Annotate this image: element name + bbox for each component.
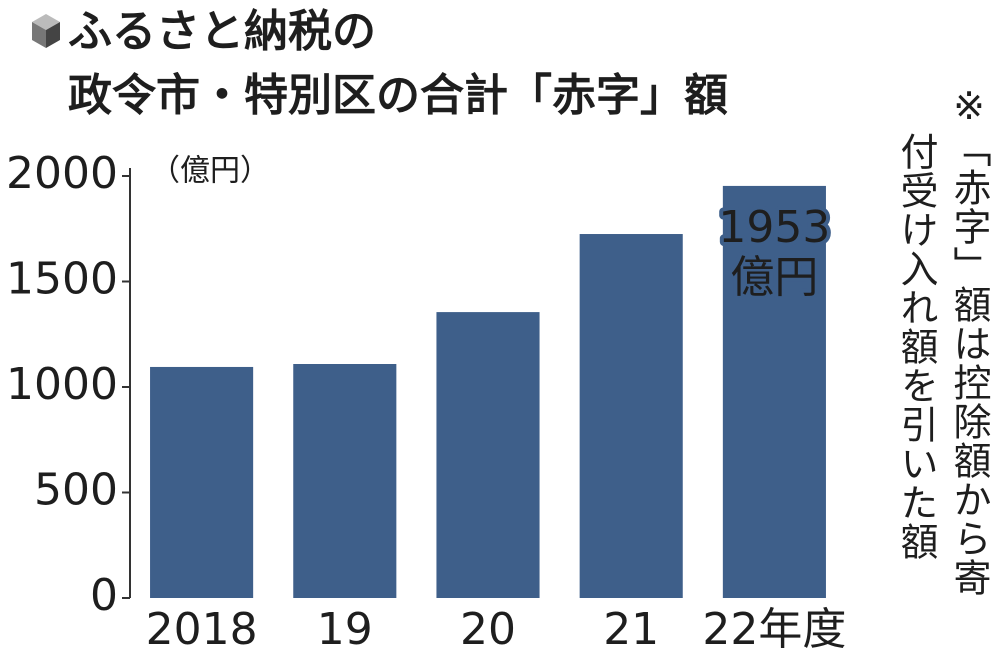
x-tick-label: 22年度: [702, 604, 846, 655]
unit-label: （億円）: [150, 154, 270, 189]
x-tick-label: 20: [460, 604, 516, 655]
y-tick-label: 0: [90, 570, 118, 621]
note: ※「赤字」額は控除額から寄: [947, 84, 991, 597]
x-tick-label: 2018: [146, 604, 258, 655]
y-tick-label: 500: [34, 465, 118, 516]
x-tick-label: 19: [317, 604, 373, 655]
note: 付受け入れ額を引いた額: [894, 132, 938, 561]
x-tick-label: 21: [603, 604, 659, 655]
y-tick-label: 1000: [6, 359, 118, 410]
title-icon: [32, 14, 60, 48]
bar: [722, 185, 826, 599]
chart-title: 政令市・特別区の合計「赤字」額: [68, 70, 728, 121]
y-tick-label: 2000: [6, 148, 118, 199]
y-tick-label: 1500: [6, 254, 118, 305]
chart-title: ふるさと納税の: [68, 6, 376, 57]
value-label: 1953: [718, 202, 830, 253]
bar: [436, 312, 540, 598]
bar: [293, 364, 397, 598]
value-label-unit: 億円: [730, 252, 818, 303]
bar: [150, 366, 254, 598]
bar: [579, 234, 683, 598]
